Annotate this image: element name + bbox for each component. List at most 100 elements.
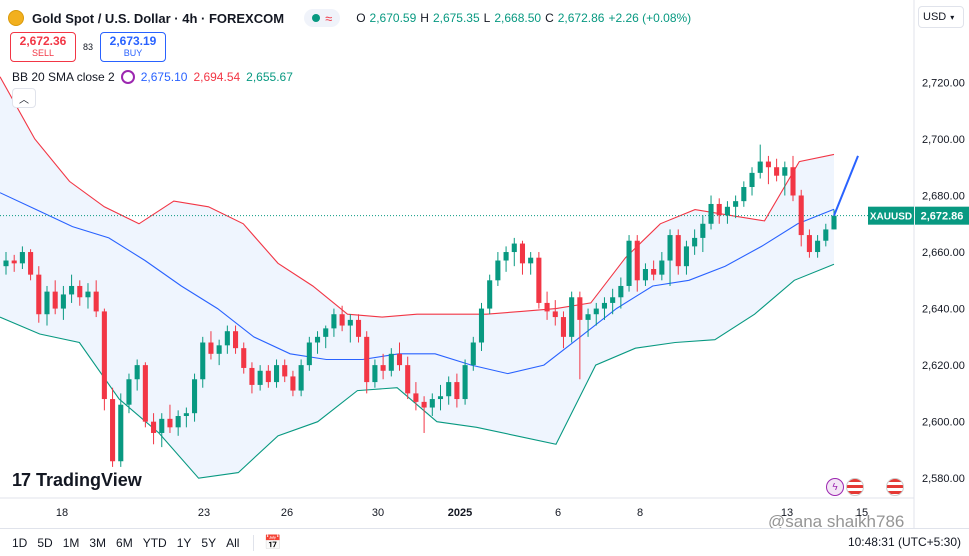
open-value: 2,670.59 <box>369 11 417 25</box>
indicator-legend[interactable]: BB 20 SMA close 2 2,675.10 2,694.54 2,65… <box>12 70 293 84</box>
symbol-tag-label: XAUUSD <box>870 212 912 223</box>
candle-body <box>700 223 706 238</box>
x-tick-label: 8 <box>637 507 643 519</box>
range-1d[interactable]: 1D <box>12 535 28 550</box>
candle-body <box>806 235 812 253</box>
candle-body <box>405 365 411 394</box>
candle-body <box>782 167 788 176</box>
range-3m[interactable]: 3M <box>89 535 107 550</box>
last-price-label: 2,672.86 <box>921 211 964 223</box>
x-tick-label: 6 <box>555 507 561 519</box>
candle-body <box>478 308 485 343</box>
range-all[interactable]: All <box>226 535 240 550</box>
candle-body <box>823 229 829 241</box>
bb-upper-value: 2,694.54 <box>193 70 241 84</box>
y-tick-label: 2,680.00 <box>922 190 965 202</box>
lightning-event-icon[interactable]: ϟ <box>826 478 844 496</box>
market-status-pill[interactable]: ≈ <box>304 9 341 27</box>
candle-body <box>331 314 337 329</box>
candle-body <box>52 291 58 309</box>
candle-body <box>372 365 378 383</box>
buy-button[interactable]: 2,673.19 BUY <box>100 32 166 62</box>
toolbar-divider <box>253 534 255 551</box>
x-tick-label: 30 <box>372 507 384 519</box>
candle-body <box>200 342 206 380</box>
sell-button[interactable]: 2,672.36 SELL <box>10 32 76 62</box>
symbol-price-tag <box>868 206 914 225</box>
market-open-dot-icon <box>312 14 321 22</box>
candle-body <box>610 297 616 303</box>
candle-body <box>249 367 255 385</box>
x-tick-label: 2025 <box>448 507 472 519</box>
x-tick-label: 18 <box>56 507 68 519</box>
range-5y[interactable]: 5Y <box>201 535 217 550</box>
candle-body <box>774 167 780 176</box>
clock-readout[interactable]: 10:48:31 (UTC+5:30) <box>847 535 961 549</box>
range-1m[interactable]: 1M <box>62 535 80 550</box>
candle-body <box>560 317 567 337</box>
candle-body <box>126 379 132 405</box>
candle-body <box>3 260 9 267</box>
candle-body <box>544 302 550 312</box>
bb-lower-line <box>0 263 835 479</box>
candle-body <box>511 243 517 253</box>
range-6m[interactable]: 6M <box>116 535 133 550</box>
candle-body <box>396 353 403 366</box>
candle-body <box>585 314 591 320</box>
candle-body <box>282 365 288 377</box>
collapse-legend-button[interactable]: ︿ <box>12 88 36 108</box>
spread-value: 83 <box>82 42 93 52</box>
symbol-title[interactable]: Gold Spot / U.S. Dollar · 4h · FOREXCOM <box>32 10 285 26</box>
us-flag-icon[interactable] <box>846 478 864 496</box>
candle-body <box>421 401 427 408</box>
candle-body <box>626 240 632 286</box>
candle-body <box>651 269 657 275</box>
candle-body <box>101 311 107 400</box>
y-tick-label: 2,580.00 <box>922 473 965 485</box>
bb-band-fill <box>0 76 834 479</box>
candle-body <box>618 285 624 298</box>
high-value: 2,675.35 <box>432 11 480 25</box>
candle-body <box>528 257 534 264</box>
candle-body <box>355 319 362 337</box>
tradingview-logo[interactable]: 17 TradingView <box>12 470 142 491</box>
candle-body <box>790 167 796 196</box>
us-flag-icon[interactable] <box>886 478 904 496</box>
candle-body <box>388 353 394 371</box>
candle-body <box>749 172 755 188</box>
candle-body <box>601 302 607 309</box>
candle-body <box>257 370 263 385</box>
candle-body <box>487 280 493 309</box>
range-5d[interactable]: 5D <box>37 535 53 550</box>
candle-body <box>798 195 804 236</box>
volatility-wave-icon: ≈ <box>325 10 333 26</box>
candle-body <box>642 269 648 281</box>
candle-body <box>634 240 640 281</box>
calendar-range-icon[interactable]: 📅 <box>264 534 282 550</box>
candle-body <box>741 187 747 202</box>
y-tick-label: 2,600.00 <box>922 417 965 429</box>
range-1y[interactable]: 1Y <box>176 535 192 550</box>
chart-events-future <box>886 478 904 496</box>
currency-select[interactable]: USD ▾ <box>918 6 964 28</box>
bb-indicator-icon[interactable] <box>120 70 135 84</box>
y-tick-label: 2,640.00 <box>922 304 965 316</box>
bb-basis-line <box>0 192 835 375</box>
candle-body <box>151 421 157 433</box>
candle-body <box>306 342 312 366</box>
y-tick-label: 2,620.00 <box>922 360 965 372</box>
y-tick-label: 2,720.00 <box>922 77 965 89</box>
range-ytd[interactable]: YTD <box>142 535 167 550</box>
candle-body <box>503 252 509 261</box>
candle-body <box>831 215 837 230</box>
candle-body <box>552 311 558 318</box>
high-label: H <box>420 11 429 25</box>
candle-body <box>667 235 673 261</box>
bb-lower-value: 2,655.67 <box>246 70 293 84</box>
close-value: 2,672.86 <box>557 11 605 25</box>
candle-body <box>208 342 214 354</box>
y-tick-label: 2,700.00 <box>922 134 965 146</box>
candle-body <box>167 418 173 428</box>
candle-body <box>28 252 34 275</box>
